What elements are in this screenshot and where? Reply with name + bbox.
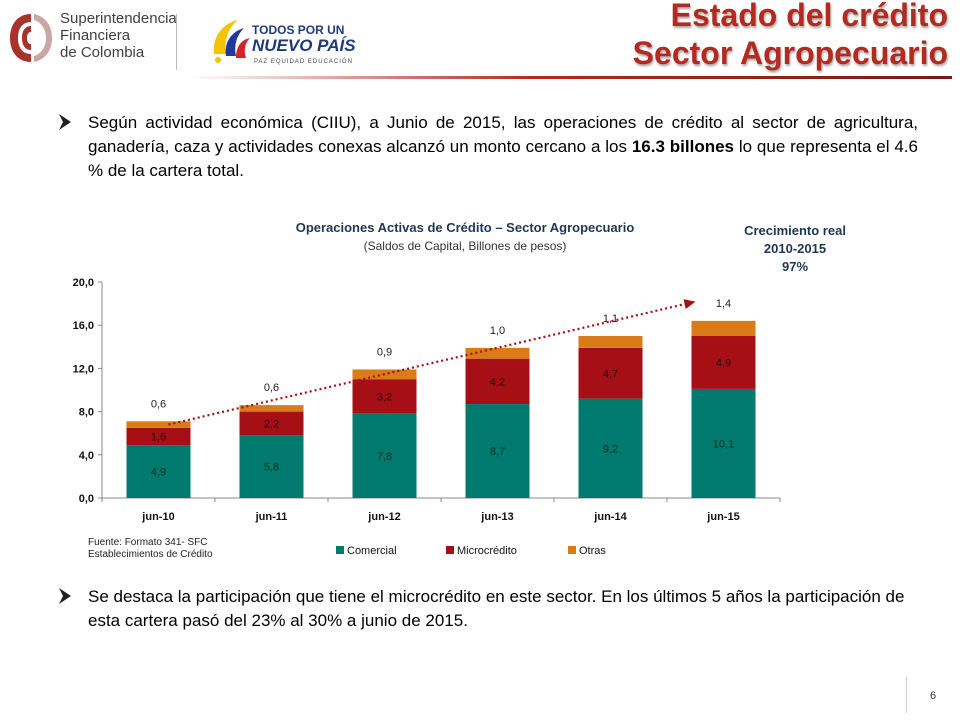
bullet-1-text-a: Según actividad económica (CIIU), a Juni… — [88, 113, 918, 156]
bullet-arrow-icon — [59, 114, 71, 130]
bullet-2-text: Se destaca la participación que tiene el… — [88, 587, 905, 630]
y-tick-label: 0,0 — [79, 493, 94, 505]
data-label: 1,0 — [490, 325, 505, 337]
chart-source-line-2: Establecimientos de Crédito — [88, 549, 213, 560]
y-tick-label: 20,0 — [73, 277, 94, 289]
data-label: 4,7 — [603, 368, 618, 380]
bar-comercial-jun-13 — [465, 404, 530, 498]
bar-microcr-dito-jun-13 — [465, 358, 530, 405]
gov-logo-line-2: NUEVO PAÍS — [252, 36, 356, 55]
bar-comercial-jun-15 — [691, 388, 756, 498]
x-tick-label: jun-15 — [706, 511, 739, 523]
bar-otras-jun-14 — [578, 336, 643, 348]
sfc-logo-line-3: de Colombia — [60, 44, 145, 61]
x-tick-label: jun-12 — [367, 511, 400, 523]
legend-label: Comercial — [347, 545, 397, 557]
data-label: 0,6 — [151, 398, 166, 410]
header-rule — [190, 76, 952, 79]
bullet-arrow-icon — [59, 588, 71, 604]
bar-microcr-dito-jun-10 — [126, 427, 191, 446]
y-tick-label: 12,0 — [73, 363, 94, 375]
page-title-line-1: Estado del crédito — [670, 0, 948, 33]
chart-title: Operaciones Activas de Crédito – Sector … — [295, 220, 635, 235]
data-label: 4,9 — [151, 467, 166, 479]
chart-subtitle: (Saldos de Capital, Billones de pesos) — [363, 239, 567, 253]
data-label: 9,2 — [603, 443, 618, 455]
data-label: 0,6 — [264, 382, 279, 394]
gov-logo-line-1: TODOS POR UN — [252, 23, 345, 37]
bar-otras-jun-15 — [691, 320, 756, 336]
bullet-1-highlight: 16.3 billones — [631, 137, 734, 156]
data-label: 8,7 — [490, 446, 505, 458]
bar-microcr-dito-jun-15 — [691, 336, 756, 389]
data-label: 2,2 — [264, 418, 279, 430]
y-tick-label: 8,0 — [79, 407, 94, 419]
growth-arrow-head-icon — [683, 299, 696, 309]
page-title-line-2: Sector Agropecuario — [632, 35, 948, 71]
chart-source-line-1: Fuente: Formato 341- SFC — [88, 537, 208, 548]
gov-logo-line-3: PAZ EQUIDAD EDUCACIÓN — [254, 59, 353, 65]
y-tick-label: 16,0 — [73, 320, 94, 332]
bar-microcr-dito-jun-14 — [578, 347, 643, 399]
legend-label: Otras — [579, 545, 606, 557]
legend-swatch — [568, 546, 576, 554]
data-label: 5,8 — [264, 462, 279, 474]
page-number: 6 — [930, 690, 937, 702]
bar-microcr-dito-jun-11 — [239, 411, 304, 436]
colombia-emblem-icon — [213, 20, 250, 63]
x-tick-label: jun-13 — [480, 511, 513, 523]
data-label: 0,9 — [377, 346, 392, 358]
x-tick-label: jun-11 — [255, 511, 288, 523]
government-logo: TODOS POR UN NUEVO PAÍS PAZ EQUIDAD EDUC… — [208, 6, 358, 72]
legend-swatch — [446, 546, 454, 554]
sfc-logo-line-2: Financiera — [60, 27, 131, 44]
bar-comercial-jun-10 — [126, 445, 191, 498]
growth-annotation-period: 2010-2015 — [763, 241, 827, 256]
data-label: 1,1 — [603, 313, 618, 325]
bullet-microcredit-share: Se destaca la participación que tiene el… — [58, 585, 918, 633]
bar-comercial-jun-14 — [578, 398, 643, 498]
bar-comercial-jun-12 — [352, 413, 417, 498]
growth-annotation-value: 97% — [781, 259, 809, 274]
page-number-frame — [906, 677, 951, 713]
data-label: 7,8 — [377, 451, 392, 463]
legend-swatch — [336, 546, 344, 554]
bar-otras-jun-13 — [465, 347, 530, 359]
bar-microcr-dito-jun-12 — [352, 379, 417, 414]
bullet-credit-amount: Según actividad económica (CIIU), a Juni… — [58, 111, 918, 183]
data-label: 4,9 — [716, 357, 731, 369]
sfc-logo: Superintendencia Financiera de Colombia — [8, 8, 178, 70]
bar-otras-jun-10 — [126, 421, 191, 428]
data-label: 1,6 — [151, 431, 166, 443]
bar-otras-jun-11 — [239, 405, 304, 412]
growth-annotation-title: Crecimiento real — [744, 223, 846, 238]
y-tick-label: 4,0 — [79, 450, 94, 462]
data-label: 4,2 — [490, 376, 505, 388]
legend-label: Microcrédito — [457, 545, 517, 557]
bar-comercial-jun-11 — [239, 435, 304, 498]
x-tick-label: jun-14 — [593, 511, 627, 523]
sfc-logo-line-1: Superintendencia — [60, 10, 177, 27]
data-label: 1,4 — [716, 298, 731, 310]
logo-divider — [176, 14, 177, 70]
data-label: 10,1 — [713, 438, 734, 450]
bullet-1-text-b: lo que representa el 4.6 % de la cartera… — [88, 137, 918, 180]
data-label: 3,2 — [377, 391, 392, 403]
sfc-emblem-icon — [10, 14, 52, 62]
x-tick-label: jun-10 — [141, 511, 174, 523]
